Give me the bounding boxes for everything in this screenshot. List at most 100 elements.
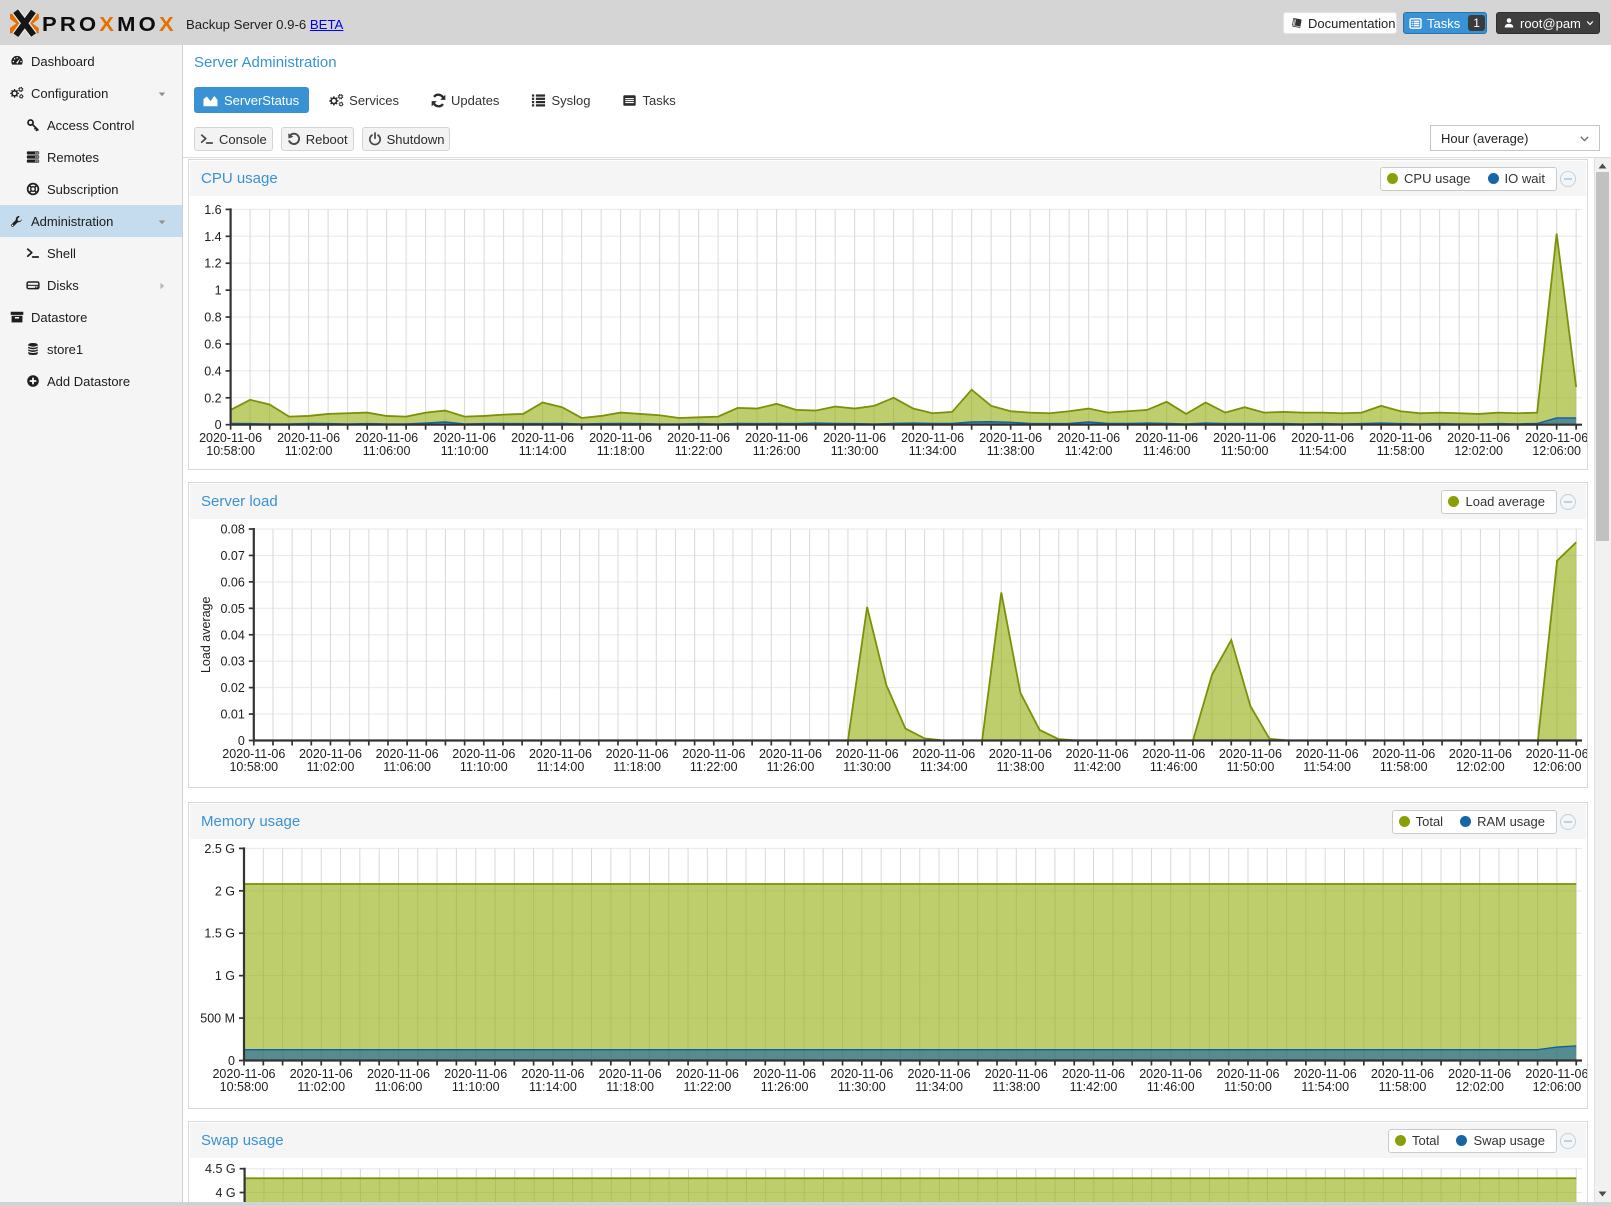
svg-text:11:54:00: 11:54:00 (1301, 1080, 1349, 1094)
svg-text:0.03: 0.03 (220, 655, 244, 669)
svg-text:2020-11-06: 2020-11-06 (682, 747, 745, 761)
svg-text:11:34:00: 11:34:00 (909, 444, 957, 458)
svg-text:2020-11-06: 2020-11-06 (355, 431, 418, 445)
svg-text:1.4: 1.4 (204, 230, 221, 244)
svg-text:11:14:00: 11:14:00 (529, 1080, 577, 1094)
svg-text:2020-11-06: 2020-11-06 (823, 431, 886, 445)
svg-text:Load average: Load average (199, 597, 213, 674)
svg-text:11:06:00: 11:06:00 (363, 444, 411, 458)
svg-text:0.2: 0.2 (204, 391, 221, 405)
svg-text:2020-11-06: 2020-11-06 (1066, 747, 1129, 761)
svg-text:11:34:00: 11:34:00 (920, 760, 968, 774)
svg-text:11:26:00: 11:26:00 (753, 444, 801, 458)
svg-text:0: 0 (238, 734, 245, 748)
svg-text:2020-11-06: 2020-11-06 (979, 431, 1042, 445)
svg-text:2020-11-06: 2020-11-06 (529, 747, 592, 761)
svg-text:11:34:00: 11:34:00 (915, 1080, 963, 1094)
svg-text:2020-11-06: 2020-11-06 (511, 431, 574, 445)
svg-text:2020-11-06: 2020-11-06 (1135, 431, 1198, 445)
svg-text:11:38:00: 11:38:00 (992, 1080, 1040, 1094)
svg-text:2020-11-06: 2020-11-06 (1216, 1067, 1279, 1081)
svg-text:2020-11-06: 2020-11-06 (521, 1067, 584, 1081)
svg-text:11:22:00: 11:22:00 (675, 444, 723, 458)
svg-text:0: 0 (215, 418, 222, 432)
svg-text:2020-11-06: 2020-11-06 (1372, 747, 1435, 761)
svg-text:2020-11-06: 2020-11-06 (985, 1067, 1048, 1081)
svg-text:2020-11-06: 2020-11-06 (1057, 431, 1120, 445)
svg-text:2.5 G: 2.5 G (204, 842, 235, 856)
svg-text:11:46:00: 11:46:00 (1143, 444, 1191, 458)
svg-text:2020-11-06: 2020-11-06 (199, 431, 262, 445)
svg-text:2020-11-06: 2020-11-06 (444, 1067, 507, 1081)
svg-text:2020-11-06: 2020-11-06 (1449, 747, 1512, 761)
svg-text:11:50:00: 11:50:00 (1221, 444, 1269, 458)
svg-text:10:58:00: 10:58:00 (229, 760, 278, 774)
svg-text:11:50:00: 11:50:00 (1224, 1080, 1272, 1094)
svg-text:11:30:00: 11:30:00 (831, 444, 879, 458)
svg-text:11:46:00: 11:46:00 (1147, 1080, 1195, 1094)
svg-text:2020-11-06: 2020-11-06 (1296, 747, 1359, 761)
svg-text:11:02:00: 11:02:00 (297, 1080, 345, 1094)
svg-text:11:54:00: 11:54:00 (1303, 760, 1351, 774)
svg-text:11:10:00: 11:10:00 (460, 760, 508, 774)
svg-text:11:10:00: 11:10:00 (452, 1080, 500, 1094)
svg-text:0.4: 0.4 (204, 364, 221, 378)
svg-text:11:58:00: 11:58:00 (1377, 444, 1425, 458)
svg-text:11:14:00: 11:14:00 (537, 760, 585, 774)
svg-text:2020-11-06: 2020-11-06 (367, 1067, 430, 1081)
svg-text:2020-11-06: 2020-11-06 (452, 747, 515, 761)
svg-text:2020-11-06: 2020-11-06 (908, 1067, 971, 1081)
svg-text:2020-11-06: 2020-11-06 (1139, 1067, 1202, 1081)
svg-text:2020-11-06: 2020-11-06 (599, 1067, 662, 1081)
svg-text:2020-11-06: 2020-11-06 (989, 747, 1052, 761)
svg-text:2020-11-06: 2020-11-06 (222, 747, 285, 761)
svg-text:4 G: 4 G (215, 1186, 235, 1200)
svg-text:500 M: 500 M (200, 1012, 235, 1026)
svg-text:2 G: 2 G (215, 884, 235, 898)
svg-text:11:42:00: 11:42:00 (1065, 444, 1113, 458)
svg-text:2020-11-06: 2020-11-06 (753, 1067, 816, 1081)
svg-text:2020-11-06: 2020-11-06 (912, 747, 975, 761)
svg-text:11:18:00: 11:18:00 (606, 1080, 654, 1094)
svg-text:2020-11-06: 2020-11-06 (1369, 431, 1432, 445)
svg-text:1.2: 1.2 (204, 257, 221, 271)
svg-text:11:02:00: 11:02:00 (285, 444, 333, 458)
svg-text:11:38:00: 11:38:00 (997, 760, 1045, 774)
svg-text:2020-11-06: 2020-11-06 (433, 431, 496, 445)
svg-text:0.02: 0.02 (220, 681, 244, 695)
svg-text:2020-11-06: 2020-11-06 (290, 1067, 353, 1081)
svg-text:11:54:00: 11:54:00 (1299, 444, 1347, 458)
svg-text:12:02:00: 12:02:00 (1454, 444, 1503, 458)
svg-text:11:26:00: 11:26:00 (767, 760, 815, 774)
svg-text:11:38:00: 11:38:00 (987, 444, 1035, 458)
svg-text:2020-11-06: 2020-11-06 (277, 431, 340, 445)
svg-text:11:50:00: 11:50:00 (1227, 760, 1275, 774)
svg-text:1: 1 (215, 284, 222, 298)
svg-text:2020-11-06: 2020-11-06 (376, 747, 439, 761)
svg-text:0.04: 0.04 (220, 628, 244, 642)
svg-text:0.05: 0.05 (220, 602, 244, 616)
svg-text:2020-11-06: 2020-11-06 (745, 431, 808, 445)
svg-text:2020-11-06: 2020-11-06 (1525, 431, 1587, 445)
svg-text:11:58:00: 11:58:00 (1379, 1080, 1427, 1094)
svg-text:1.6: 1.6 (204, 203, 221, 217)
svg-text:11:10:00: 11:10:00 (441, 444, 489, 458)
svg-text:11:02:00: 11:02:00 (307, 760, 355, 774)
svg-text:10:58:00: 10:58:00 (220, 1080, 269, 1094)
svg-text:0.8: 0.8 (204, 311, 221, 325)
svg-text:2020-11-06: 2020-11-06 (1447, 431, 1510, 445)
svg-text:0.01: 0.01 (220, 708, 244, 722)
svg-text:10:58:00: 10:58:00 (206, 444, 255, 458)
svg-text:11:18:00: 11:18:00 (613, 760, 661, 774)
svg-text:0: 0 (228, 1054, 235, 1068)
svg-text:2020-11-06: 2020-11-06 (1062, 1067, 1125, 1081)
svg-text:2020-11-06: 2020-11-06 (1294, 1067, 1357, 1081)
svg-text:2020-11-06: 2020-11-06 (836, 747, 899, 761)
svg-text:12:02:00: 12:02:00 (1456, 760, 1505, 774)
svg-text:11:30:00: 11:30:00 (843, 760, 891, 774)
svg-text:2020-11-06: 2020-11-06 (830, 1067, 893, 1081)
svg-text:2020-11-06: 2020-11-06 (606, 747, 669, 761)
svg-text:0.07: 0.07 (220, 549, 244, 563)
svg-text:11:06:00: 11:06:00 (383, 760, 431, 774)
svg-text:2020-11-06: 2020-11-06 (1371, 1067, 1434, 1081)
